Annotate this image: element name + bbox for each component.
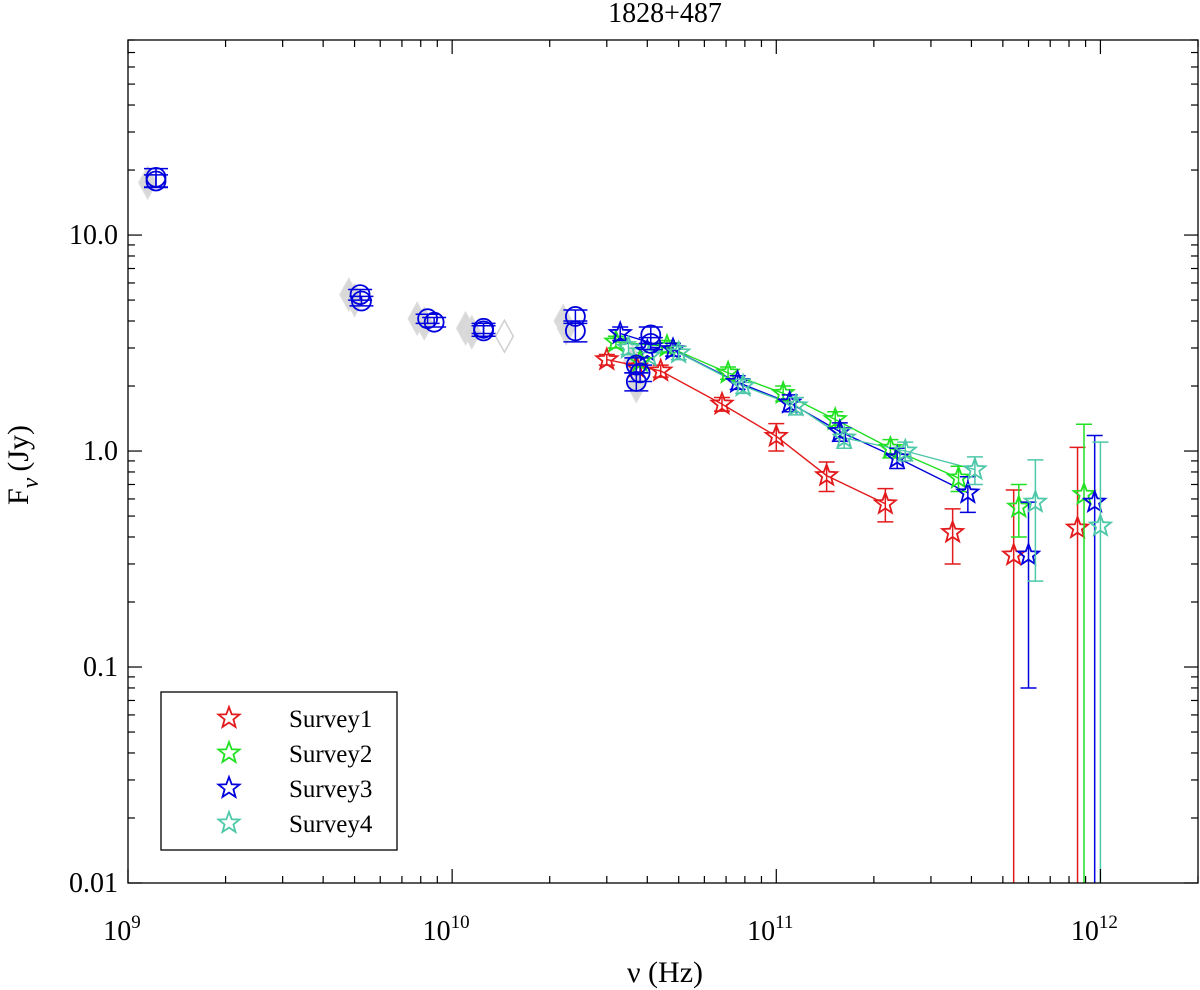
chart-title: 1828+487 xyxy=(608,0,722,29)
legend-box xyxy=(160,691,398,851)
x-tick-label: 109 xyxy=(103,912,141,947)
star-marker-survey4 xyxy=(961,456,988,481)
y-tick-label: 0.01 xyxy=(69,868,118,899)
x-tick-label: 1012 xyxy=(1071,912,1118,947)
x-tick-label: 1011 xyxy=(747,912,793,947)
star-marker-survey2 xyxy=(770,379,797,405)
legend: Survey1 Survey2 Survey3 Survey4 xyxy=(160,691,398,851)
star-marker-survey1 xyxy=(813,462,840,487)
star-marker-survey2 xyxy=(715,359,741,384)
x-tick-label: 1010 xyxy=(423,912,470,947)
circle-marker xyxy=(351,290,372,312)
legend-marker-survey4 xyxy=(216,809,242,834)
circle-marker xyxy=(629,362,651,384)
circle-marker xyxy=(640,333,662,354)
circle-marker xyxy=(473,320,494,342)
star-marker-survey4 xyxy=(665,339,692,364)
star-marker-survey2 xyxy=(602,328,629,353)
star-marker-survey4 xyxy=(831,424,858,449)
x-axis-label: ν (Hz) xyxy=(627,956,703,989)
plot-area xyxy=(138,165,1114,883)
legend-marker-survey3 xyxy=(216,774,242,799)
y-axis-label: Fν (Jy) xyxy=(2,425,44,505)
legend-label-survey1: Survey1 xyxy=(289,706,372,733)
star-marker-survey4 xyxy=(730,372,757,397)
star-marker-survey4 xyxy=(783,392,809,417)
star-marker-survey2 xyxy=(945,464,972,490)
axes: 109 1010 1011 1012 0.01 0.1 1.0 10.0 xyxy=(69,39,1199,947)
legend-label-survey3: Survey3 xyxy=(289,776,372,803)
star-marker-survey3 xyxy=(954,479,981,504)
legend-marker-survey1 xyxy=(216,704,242,729)
circle-marker xyxy=(423,311,445,333)
star-marker-survey1 xyxy=(872,490,899,515)
star-marker-survey2 xyxy=(822,405,849,431)
star-marker-survey4 xyxy=(1087,512,1114,537)
star-marker-survey4 xyxy=(892,437,919,462)
star-marker-survey1 xyxy=(1064,514,1091,539)
circle-marker xyxy=(145,170,167,192)
legend-label-survey2: Survey2 xyxy=(289,741,372,768)
y-tick-label: 10.0 xyxy=(69,220,118,251)
star-marker-survey3 xyxy=(1081,488,1108,514)
y-tick-label: 0.1 xyxy=(83,652,118,683)
star-marker-survey2 xyxy=(877,434,904,460)
circle-marker xyxy=(564,320,586,342)
star-marker-survey1 xyxy=(709,390,735,416)
star-marker-survey1 xyxy=(939,518,966,544)
star-marker-survey3 xyxy=(1015,541,1042,566)
star-marker-survey2 xyxy=(1005,493,1032,519)
star-marker-survey1 xyxy=(647,357,674,382)
legend-marker-survey2 xyxy=(216,739,242,764)
star-marker-survey4 xyxy=(1022,488,1049,514)
y-tick-label: 1.0 xyxy=(83,436,118,467)
star-marker-survey3 xyxy=(607,319,634,345)
y-axis-label-main: F xyxy=(2,488,35,505)
star-marker-survey1 xyxy=(763,422,790,448)
y-axis-label-unit: (Jy) xyxy=(2,425,35,472)
y-axis-label-sub: ν xyxy=(18,477,44,488)
star-marker-survey3 xyxy=(634,337,661,363)
diamond-marker xyxy=(494,318,515,354)
star-marker-survey1 xyxy=(593,346,620,371)
star-marker-survey4 xyxy=(615,334,642,359)
legend-label-survey4: Survey4 xyxy=(289,811,373,838)
